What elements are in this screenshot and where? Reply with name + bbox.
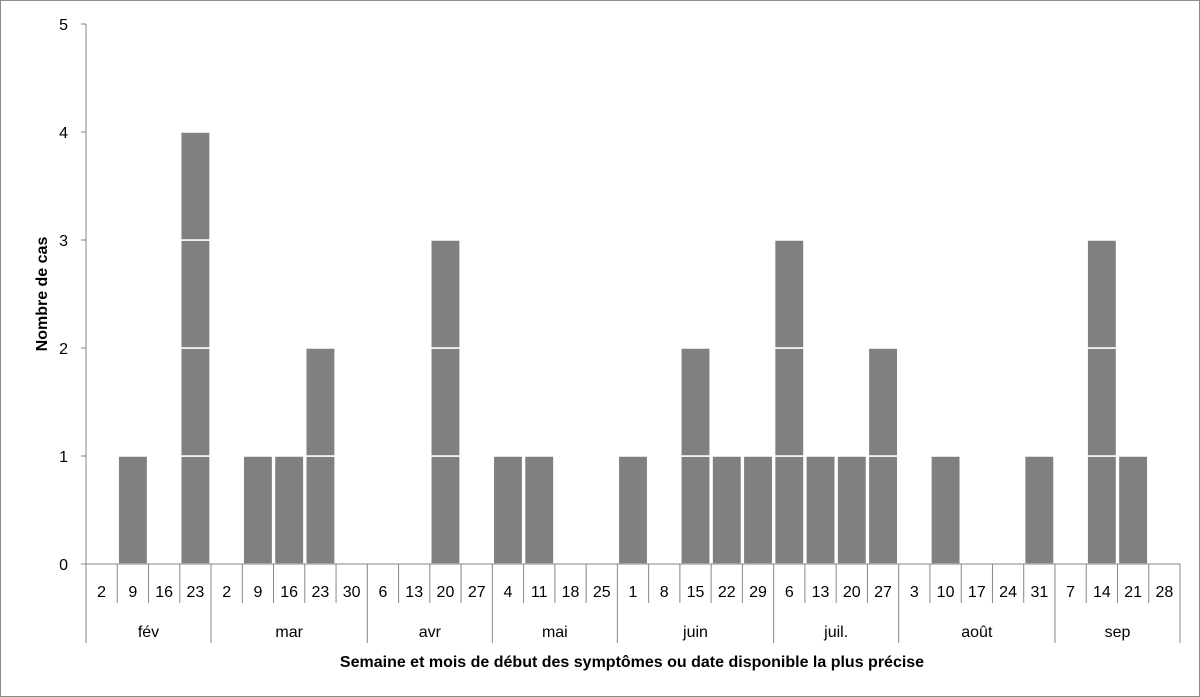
case-bar (179, 455, 211, 565)
week-label: 29 (749, 584, 767, 601)
week-label: 8 (660, 584, 669, 601)
week-label: 1 (629, 584, 638, 601)
case-bar (117, 455, 149, 565)
case-bar (867, 455, 899, 565)
week-label: 20 (437, 584, 455, 601)
week-label: 9 (253, 584, 262, 601)
week-label: 3 (910, 584, 919, 601)
case-bar (805, 455, 836, 565)
week-label: 14 (1093, 584, 1111, 601)
case-bar (711, 455, 743, 565)
week-label: 27 (874, 584, 892, 601)
month-label: mar (275, 624, 303, 641)
week-label: 23 (187, 584, 205, 601)
case-bar (492, 455, 524, 565)
week-label: 10 (937, 584, 955, 601)
y-tick-label: 1 (59, 449, 68, 466)
y-tick-label: 2 (59, 341, 68, 358)
week-label: 11 (531, 584, 548, 601)
case-bar (430, 347, 461, 457)
case-bar (430, 239, 461, 349)
week-label: 2 (222, 584, 231, 601)
y-axis-title: Nombre de cas (34, 237, 51, 352)
week-label: 17 (968, 584, 986, 601)
case-bar (304, 347, 336, 457)
case-bar (773, 455, 805, 565)
week-label: 15 (687, 584, 705, 601)
month-label: juil. (823, 624, 848, 641)
week-label: 7 (1066, 584, 1075, 601)
axes (85, 24, 1180, 565)
week-label: 27 (468, 584, 486, 601)
week-label: 18 (562, 584, 580, 601)
case-bar (617, 455, 649, 565)
y-tick-label: 0 (59, 557, 68, 574)
week-label: 31 (1030, 584, 1048, 601)
month-label: fév (138, 624, 159, 641)
x-axis-title: Semaine et mois de début des symptômes o… (340, 654, 924, 671)
y-axis-ticks: 0 1 2 3 4 5 (59, 17, 86, 574)
week-label: 2 (97, 584, 106, 601)
month-label: août (961, 624, 993, 641)
case-bar (1086, 239, 1118, 349)
week-label: 13 (405, 584, 423, 601)
case-bar (242, 455, 274, 565)
month-label: juin (682, 624, 708, 641)
case-bar (930, 455, 962, 565)
week-label: 24 (999, 584, 1017, 601)
week-label: 6 (785, 584, 794, 601)
week-label: 16 (280, 584, 298, 601)
x-axis-month-labels: fév mar avr mai juin juil. août sep (138, 624, 1131, 641)
bars (117, 131, 1149, 565)
case-bar (273, 455, 305, 565)
week-label: 6 (378, 584, 387, 601)
week-label: 20 (843, 584, 861, 601)
week-label: 25 (593, 584, 611, 601)
case-bar (680, 347, 711, 457)
case-bar (773, 239, 805, 349)
case-bar (836, 455, 868, 565)
week-label: 16 (155, 584, 173, 601)
week-label: 30 (343, 584, 361, 601)
case-bar (680, 455, 711, 565)
case-bar (430, 455, 461, 565)
week-label: 4 (504, 584, 513, 601)
y-tick-label: 4 (59, 125, 68, 142)
week-label: 21 (1124, 584, 1142, 601)
case-bar (1023, 455, 1055, 565)
case-bar (867, 347, 899, 457)
case-bar (179, 239, 211, 349)
case-bar (179, 347, 211, 457)
case-bar (1117, 455, 1149, 565)
week-label: 28 (1155, 584, 1173, 601)
y-tick-label: 5 (59, 17, 68, 34)
case-bar (773, 347, 805, 457)
week-label: 13 (812, 584, 830, 601)
week-label: 9 (128, 584, 137, 601)
week-label: 23 (312, 584, 330, 601)
case-bar (1086, 455, 1118, 565)
month-label: avr (419, 624, 442, 641)
case-bar (523, 455, 555, 565)
case-bar (1086, 347, 1118, 457)
x-axis-week-labels: 2 9 16 23 2 9 16 23 30 6 13 20 27 4 11 18 25 1 8 15 22 29 6 13 2… (85, 564, 1181, 643)
y-tick-label: 3 (59, 233, 68, 250)
week-label: 22 (718, 584, 736, 601)
case-bar (742, 455, 774, 565)
month-label: mai (542, 624, 568, 641)
case-bar (179, 131, 211, 241)
month-label: sep (1105, 624, 1131, 641)
case-bar (304, 455, 336, 565)
